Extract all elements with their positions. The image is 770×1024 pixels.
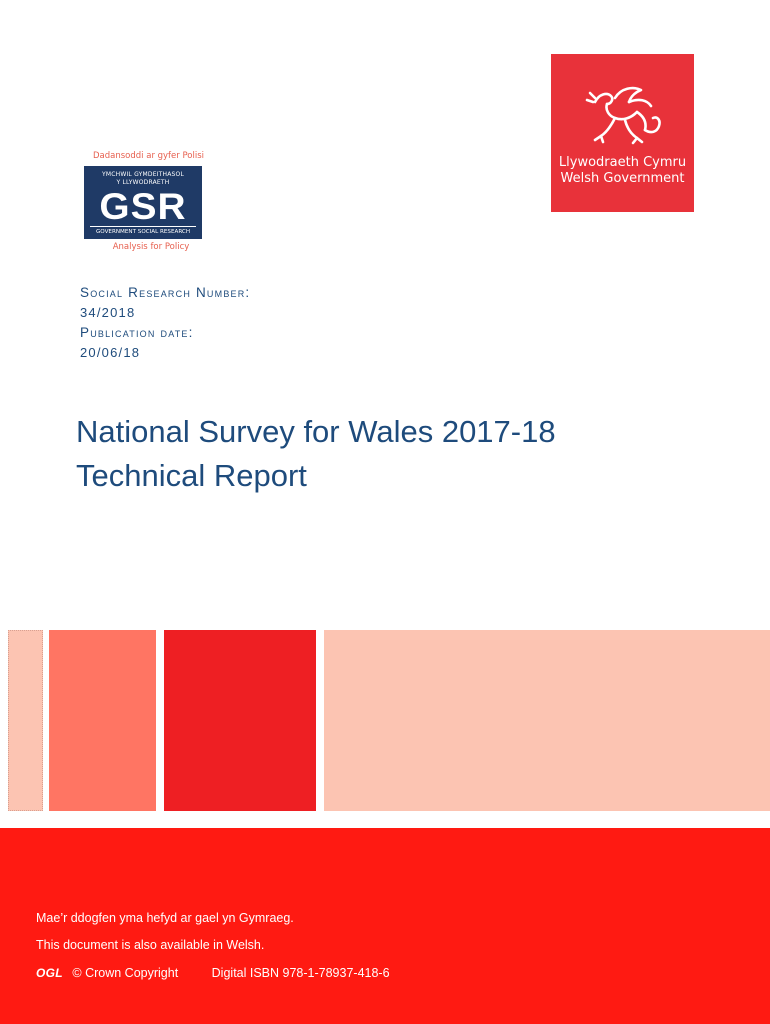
decor-block-2: [49, 630, 156, 811]
publication-date-label: Publication date:: [80, 325, 194, 340]
decor-block-3: [164, 630, 316, 811]
welsh-government-logo: Llywodraeth Cymru Welsh Government: [551, 54, 694, 212]
gsr-line-welsh-1: YMCHWIL GYMDEITHASOL: [101, 171, 185, 178]
digital-isbn: Digital ISBN 978-1-78937-418-6: [211, 966, 390, 980]
publication-date: 20/06/18: [80, 345, 141, 360]
english-availability-note: This document is also available in Welsh…: [36, 938, 265, 952]
research-number: 34/2018: [80, 305, 136, 320]
wg-name-welsh: Llywodraeth Cymru: [558, 155, 687, 170]
gsr-top-caption: Dadansoddi ar gyfer Polisi: [93, 151, 205, 161]
report-meta: Social Research Number: 34/2018 Publicat…: [80, 283, 250, 363]
gsr-bottom-caption: Analysis for Policy: [112, 242, 190, 252]
gsr-line-welsh-2: Y LLYWODRAETH: [116, 179, 170, 186]
ogl-logo: OGL: [36, 966, 63, 980]
crown-copyright: © Crown Copyright: [72, 966, 179, 980]
report-title-line-1: National Survey for Wales 2017-18: [76, 414, 556, 449]
gsr-line-english: GOVERNMENT SOCIAL RESEARCH: [90, 226, 196, 236]
copyright-line: OGL © Crown Copyright Digital ISBN 978-1…: [36, 966, 390, 980]
research-number-label: Social Research Number:: [80, 285, 251, 300]
decor-block-4: [324, 630, 770, 811]
dragon-icon: [585, 86, 661, 145]
decor-block-1: [8, 630, 43, 811]
report-title: National Survey for Wales 2017-18 Techni…: [76, 410, 556, 498]
footer-band: Mae’r ddogfen yma hefyd ar gael yn Gymra…: [0, 828, 770, 1024]
wg-name-english: Welsh Government: [560, 171, 685, 186]
report-title-line-2: Technical Report: [76, 458, 307, 493]
welsh-availability-note: Mae’r ddogfen yma hefyd ar gael yn Gymra…: [36, 911, 294, 925]
gsr-logo: YMCHWIL GYMDEITHASOL Y LLYWODRAETH GSR G…: [84, 166, 202, 239]
gsr-mark: GSR: [99, 186, 187, 227]
